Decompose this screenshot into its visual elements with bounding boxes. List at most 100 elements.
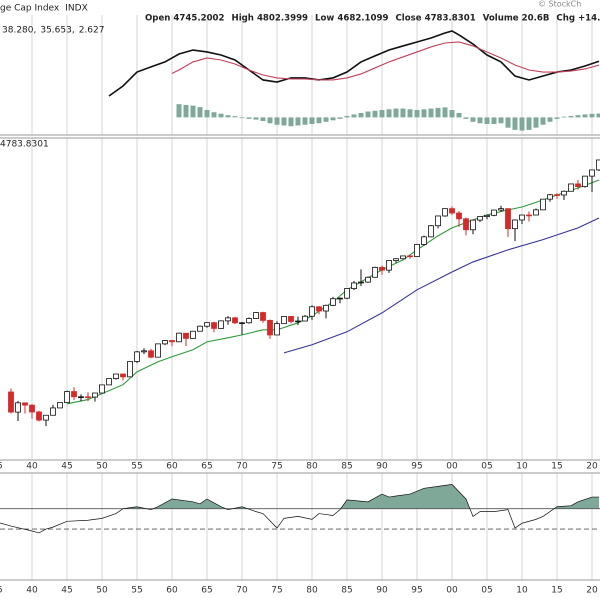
candle-body: [197, 325, 203, 332]
candle-body: [246, 318, 252, 324]
x-tick-label: 45: [61, 462, 72, 472]
quote-label: High: [232, 14, 254, 24]
histogram-bar: [456, 112, 462, 118]
candle-body: [50, 407, 56, 416]
x-tick-label: 35: [0, 462, 3, 472]
histogram-bar: [400, 108, 406, 118]
candle-body: [211, 322, 217, 329]
histogram-bar: [197, 107, 203, 118]
candle-body: [526, 214, 532, 217]
histogram-bar: [596, 113, 600, 118]
candle-body: [561, 190, 567, 196]
candle-body: [64, 391, 70, 404]
last-price: 4783.8301: [0, 140, 49, 150]
histogram-bar: [505, 117, 511, 128]
histogram-bar: [561, 116, 567, 118]
histogram-bar: [274, 117, 280, 125]
header-title: ge Cap Index: [0, 4, 60, 14]
candle-body: [519, 214, 525, 221]
x-tick-label: 85: [341, 462, 352, 472]
candle-body: [568, 183, 574, 192]
candle-body: [337, 297, 343, 300]
candle-body: [512, 219, 518, 230]
candle-body: [232, 317, 238, 324]
candle-body: [484, 214, 490, 217]
moving-average: [66, 179, 600, 405]
histogram-bar: [407, 109, 413, 118]
candle-body: [400, 255, 406, 260]
histogram-bar: [582, 114, 588, 118]
candle-body: [239, 322, 245, 324]
candle-body: [71, 391, 77, 398]
x-tick-label: 50: [96, 586, 108, 596]
histogram-bar: [428, 108, 434, 118]
x-tick-label: 95: [411, 586, 422, 596]
histogram-bar: [358, 112, 364, 118]
histogram-bar: [449, 110, 455, 118]
histogram-bar: [246, 117, 252, 119]
candle-body: [449, 208, 455, 214]
candle-body: [204, 322, 210, 327]
candle-body: [379, 266, 385, 271]
quote-label: Open: [145, 14, 170, 24]
candle-body: [407, 255, 413, 258]
x-tick-label: 55: [131, 462, 142, 472]
candle-body: [92, 392, 98, 398]
x-tick-label: 55: [131, 586, 142, 596]
candle-body: [505, 208, 511, 230]
histogram-bar: [239, 117, 245, 119]
x-tick-label: 20: [586, 462, 598, 472]
x-tick-label: 10: [516, 462, 528, 472]
indicator-area: [0, 484, 599, 509]
candle-body: [491, 209, 497, 216]
indicator-legend: 2.627: [79, 26, 105, 36]
x-tick-label: 10: [516, 586, 528, 596]
candle-body: [316, 306, 322, 312]
histogram-bar: [204, 110, 210, 118]
candle-body: [169, 340, 175, 343]
x-tick-label: 00: [446, 586, 458, 596]
candle-body: [456, 212, 462, 220]
quote-value: +14.0000 (+0.: [578, 14, 600, 24]
candle-body: [428, 225, 434, 238]
histogram-bar: [281, 117, 287, 126]
histogram-bar: [176, 104, 182, 118]
candle-body: [533, 209, 539, 216]
indicator-line: [108, 30, 600, 97]
histogram-bar: [533, 117, 539, 128]
moving-average: [283, 217, 600, 354]
candle-body: [540, 198, 546, 211]
quote-label: Volume: [483, 14, 519, 24]
x-tick-label: 20: [586, 586, 598, 596]
candle-body: [589, 169, 595, 177]
histogram-bar: [477, 117, 483, 124]
histogram-bar: [330, 117, 336, 121]
candle-body: [582, 175, 588, 187]
candle-body: [22, 402, 28, 406]
histogram-bar: [575, 115, 581, 118]
candle-body: [183, 332, 189, 339]
histogram-bar: [589, 113, 595, 118]
x-tick-label: 95: [411, 462, 422, 472]
credit: © StockCh: [538, 0, 581, 9]
x-tick-label: 90: [376, 586, 388, 596]
histogram-bar: [211, 112, 217, 118]
candle-body: [29, 404, 35, 413]
candle-body: [57, 402, 63, 409]
x-tick-label: 00: [446, 462, 458, 472]
candle-body: [274, 323, 280, 336]
candle-body: [148, 350, 154, 358]
candle-body: [351, 282, 357, 289]
candle-body: [386, 260, 392, 271]
candle-body: [113, 373, 119, 380]
histogram-bar: [554, 117, 560, 119]
candle-body: [260, 312, 266, 321]
quote-label: Low: [315, 14, 334, 24]
quote-label: Chg: [556, 14, 575, 24]
quote-value: 4745.2002: [173, 14, 224, 24]
histogram-bar: [540, 117, 546, 125]
histogram-bar: [267, 117, 273, 124]
x-tick-label: 35: [0, 586, 3, 596]
histogram-bar: [526, 117, 532, 130]
